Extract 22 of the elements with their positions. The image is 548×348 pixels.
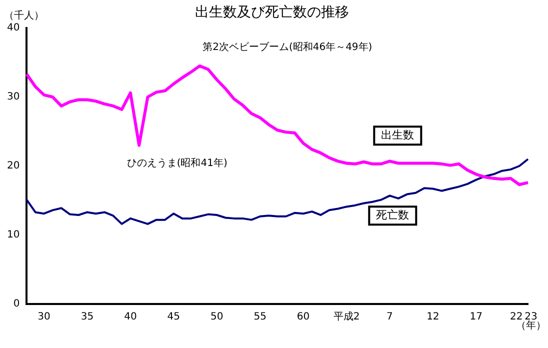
y-tick-label: 40 [6,22,20,34]
y-tick-label: 0 [13,298,20,310]
x-tick-label: 55 [254,312,266,323]
annotation: 第2次ベビーブーム(昭和46年～49年) [202,40,372,53]
x-tick-label: 7 [386,312,393,323]
x-tick-label: 17 [470,312,483,323]
x-tick-label: 35 [80,312,94,323]
series-label: 出生数 [381,128,414,142]
x-tick-label: 12 [426,312,440,323]
chart-title: 出生数及び死亡数の推移 [195,4,349,21]
x-tick-label: 30 [38,312,50,323]
y-tick-label: 10 [6,230,20,241]
y-axis-title: （千人） [4,10,44,22]
y-tick-label: 30 [6,92,20,103]
x-tick-label: 40 [124,312,137,323]
x-tick-label: 平成2 [333,310,360,323]
x-tick-label: 60 [296,312,310,323]
x-tick-label: 50 [210,312,224,323]
annotation: ひのえうま(昭和41年) [126,156,228,169]
x-tick-label: 45 [167,312,180,323]
y-tick-label: 20 [6,160,20,172]
series-label: 死亡数 [376,208,410,222]
